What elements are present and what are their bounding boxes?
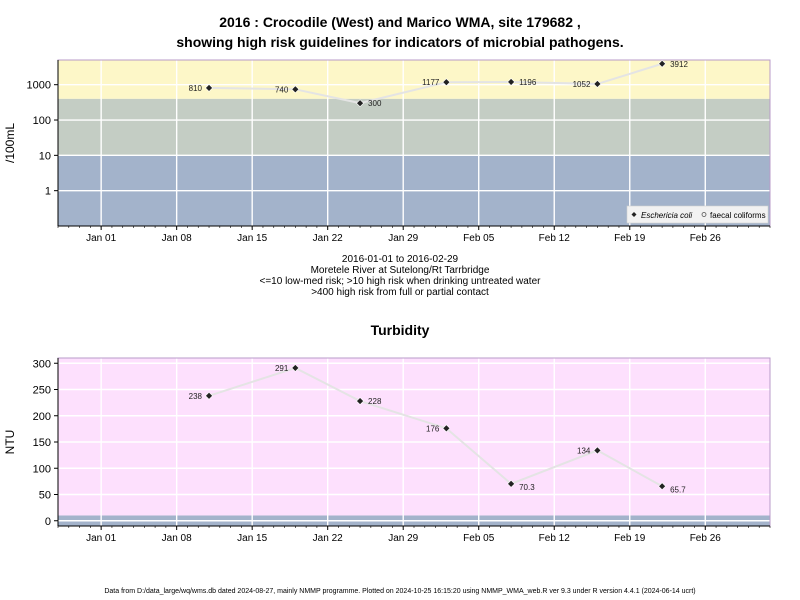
y-tick-label: 300: [33, 358, 51, 370]
legend-label-ecoli: Eschericia coli: [641, 211, 692, 220]
y-axis-title: /100mL: [3, 123, 17, 163]
x-tick-label: Feb 19: [614, 233, 646, 244]
chart-title-line1: 2016 : Crocodile (West) and Marico WMA, …: [219, 14, 581, 30]
y-tick-label: 1: [45, 186, 51, 198]
date-range-subtitle: 2016-01-01 to 2016-02-29: [341, 254, 459, 265]
data-label: 3912: [670, 60, 688, 69]
legend-marker-faecal: [701, 212, 707, 217]
y-tick-label: 10: [39, 150, 51, 162]
data-point: [291, 85, 300, 94]
data-label: 1196: [519, 78, 537, 87]
risk-note-drinking: <=10 low-med risk; >10 high risk when dr…: [259, 276, 541, 287]
x-tick-label: Feb 12: [539, 233, 571, 244]
x-tick-label: Feb 12: [539, 533, 571, 544]
data-label: 70.3: [519, 483, 535, 492]
data-point: [507, 479, 516, 488]
x-tick-label: Feb 05: [463, 233, 495, 244]
data-point: [356, 397, 364, 405]
risk-note-contact: >400 high risk from full or partial cont…: [311, 287, 489, 298]
data-label: 291: [275, 364, 289, 373]
x-tick-label: Jan 08: [162, 233, 192, 244]
x-tick-label: Jan 15: [237, 533, 267, 544]
y-tick-label: 150: [33, 437, 51, 449]
data-label: 1052: [573, 80, 591, 89]
data-label: 1177: [422, 78, 440, 87]
legend: Eschericia coli faecal coliforms: [626, 205, 769, 224]
x-tick-label: Jan 29: [388, 533, 418, 544]
y-tick-label: 100: [33, 115, 51, 127]
legend-marker-ecoli: [631, 212, 637, 217]
data-point: [658, 482, 667, 491]
x-tick-label: Jan 22: [313, 233, 343, 244]
data-label: 134: [577, 446, 591, 455]
legend-box: [626, 205, 769, 224]
data-label: 740: [275, 85, 289, 94]
x-tick-label: Jan 08: [162, 533, 192, 544]
turbidity-chart: 0 50 100 150 200 250 300 238 291 228 176 70.3 134 65.…: [3, 357, 771, 544]
data-label: 65.7: [670, 485, 686, 494]
data-point: [291, 364, 300, 372]
data-label: 228: [368, 397, 382, 406]
data-point: [442, 78, 451, 87]
risk-band: [58, 98, 770, 156]
x-tick-label: Jan 22: [313, 533, 343, 544]
x-tick-label: Jan 01: [86, 233, 116, 244]
turbidity-title: Turbidity: [370, 322, 430, 338]
y-axis-title: NTU: [3, 430, 17, 455]
x-tick-label: Jan 29: [388, 233, 418, 244]
x-tick-label: Jan 01: [86, 533, 116, 544]
ecoli-chart: 1 10 100 1000 810 740 300 1177 1196 1052 3912 Jan 0…: [3, 59, 771, 244]
x-tick-label: Jan 15: [237, 233, 267, 244]
data-point: [205, 391, 213, 400]
data-point: [507, 78, 516, 86]
y-tick-label: 0: [45, 516, 51, 528]
data-point: [442, 424, 451, 433]
data-point: [593, 446, 602, 455]
chart-title-line2: showing high risk guidelines for indicat…: [176, 34, 624, 50]
site-subtitle: Moretele River at Sutelong/Rt Tarrbridge: [310, 265, 490, 276]
x-tick-label: Feb 19: [614, 533, 646, 544]
y-tick-label: 100: [33, 463, 51, 475]
data-point: [593, 79, 602, 88]
data-label: 238: [189, 392, 203, 401]
data-point: [658, 59, 667, 68]
footer-note: Data from D:/data_large/wq/wms.db dated …: [104, 588, 696, 595]
y-tick-label: 1000: [27, 80, 51, 92]
legend-label-faecal: faecal coliforms: [710, 211, 766, 220]
data-label: 176: [426, 424, 440, 433]
y-tick-label: 200: [33, 411, 51, 423]
x-tick-label: Feb 05: [463, 533, 495, 544]
y-tick-label: 250: [33, 385, 51, 397]
data-point: [356, 99, 364, 108]
x-tick-label: Feb 26: [690, 233, 722, 244]
risk-band: [58, 358, 770, 516]
data-label: 810: [189, 84, 203, 93]
data-point: [205, 84, 213, 92]
data-label: 300: [368, 99, 382, 108]
x-tick-label: Feb 26: [690, 533, 722, 544]
y-tick-label: 50: [39, 490, 51, 502]
